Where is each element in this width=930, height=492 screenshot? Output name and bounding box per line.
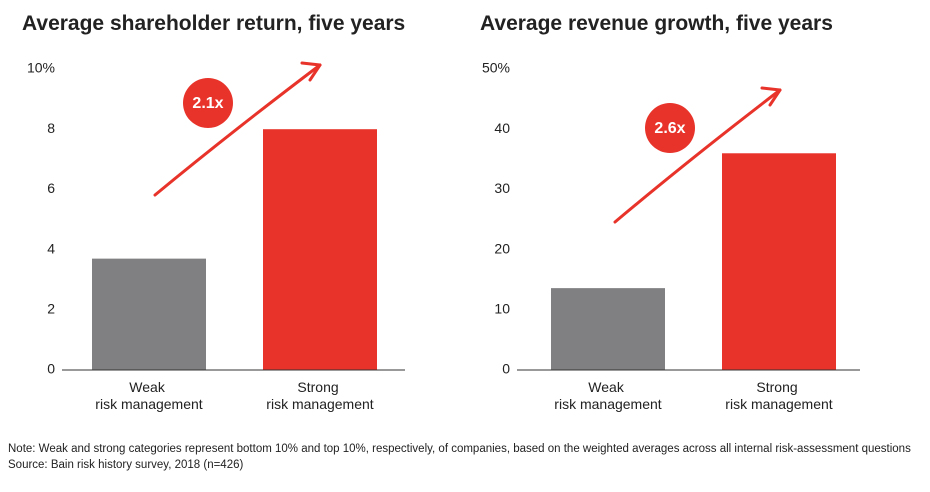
y-tick-label: 4	[47, 240, 55, 256]
annotation-badge	[645, 103, 695, 153]
y-tick-label: 8	[47, 120, 55, 136]
chart-title: Average shareholder return, five years	[22, 12, 405, 35]
y-tick-label: 2	[47, 301, 55, 317]
y-tick-label: 6	[47, 180, 55, 196]
annotation: 2.1x	[192, 95, 223, 112]
y-tick-label: 10%	[27, 60, 55, 76]
source: Source: Bain risk history survey, 2018 (…	[8, 459, 243, 471]
arrow-head	[300, 61, 322, 82]
annotation: 2.6x	[654, 120, 685, 137]
y-tick-label: 30	[494, 180, 510, 196]
bar	[722, 153, 836, 370]
trend-arrow	[153, 63, 322, 197]
annotation-badge	[183, 78, 233, 128]
y-tick-label: 0	[502, 361, 510, 377]
x-tick-label: Weak risk management	[95, 379, 202, 412]
bar	[263, 129, 377, 370]
y-tick-label: 20	[494, 240, 510, 256]
note: Note: Weak and strong categories represe…	[8, 443, 911, 455]
y-tick-label: 50%	[482, 60, 510, 76]
x-tick-label: Strong risk management	[266, 379, 373, 412]
arrow-head	[760, 86, 782, 107]
trend-arrow	[613, 88, 782, 224]
x-tick-label: Weak risk management	[554, 379, 661, 412]
chart-title: Average revenue growth, five years	[480, 12, 833, 35]
y-tick-label: 10	[494, 301, 510, 317]
y-tick-label: 0	[47, 361, 55, 377]
y-tick-label: 40	[494, 120, 510, 136]
bar	[551, 288, 665, 370]
bar	[92, 258, 206, 370]
x-tick-label: Strong risk management	[725, 379, 832, 412]
